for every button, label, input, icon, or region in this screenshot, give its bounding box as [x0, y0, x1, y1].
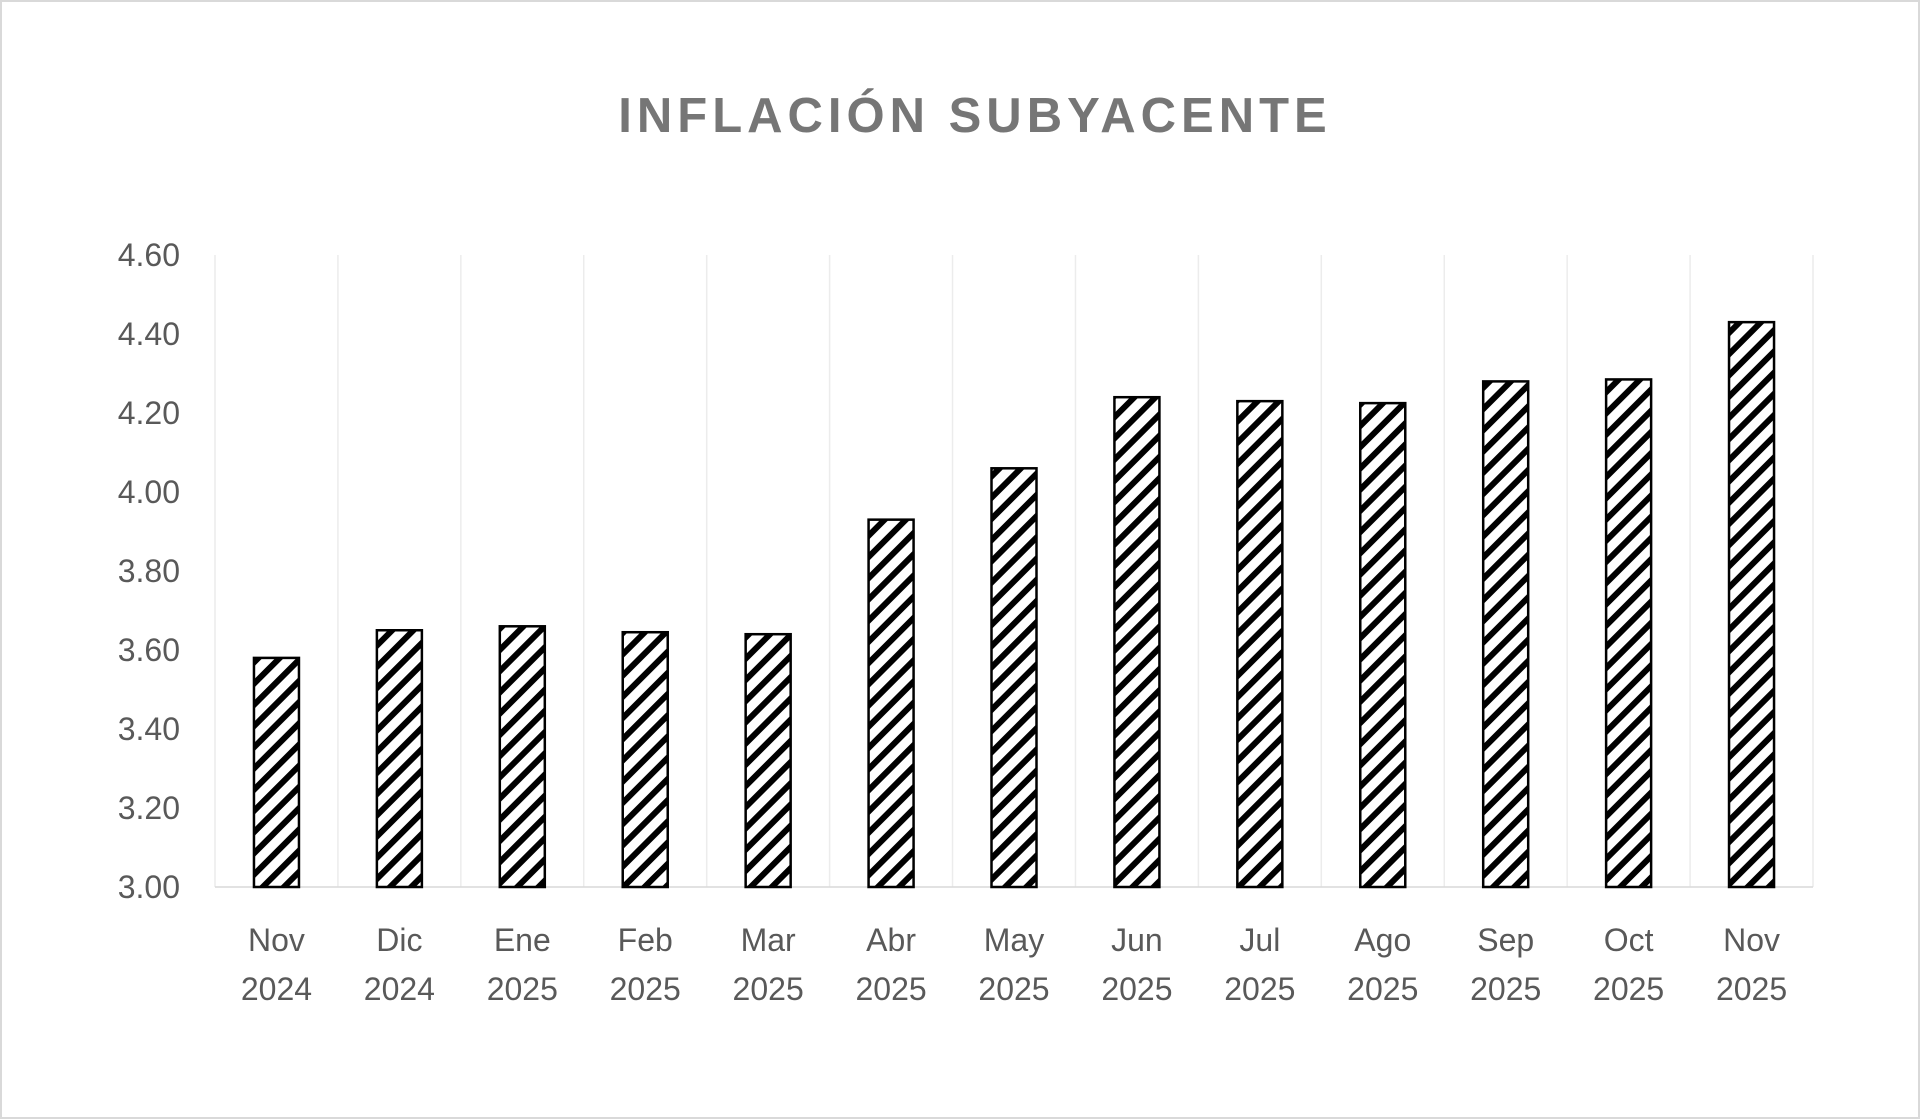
y-tick-label: 3.60 — [118, 632, 180, 668]
y-tick-label: 4.00 — [118, 474, 180, 510]
bar-mar-2025 — [744, 632, 792, 889]
x-tick-month: Ene — [494, 922, 551, 958]
x-tick-month: Feb — [618, 922, 673, 958]
bar-feb-2025 — [621, 630, 669, 889]
x-tick-month: Dic — [376, 922, 422, 958]
x-tick-year: 2024 — [241, 971, 312, 1007]
x-tick-year: 2025 — [733, 971, 804, 1007]
x-axis-ticks: Nov 2024 Dic 2024 Ene 2025 Feb 2025 Mar 2025 Abr 20… — [241, 922, 1787, 1007]
x-tick-year: 2025 — [1224, 971, 1295, 1007]
x-tick-year: 2024 — [364, 971, 435, 1007]
bars — [252, 320, 1776, 889]
x-tick-month: Nov — [248, 922, 305, 958]
bar-ago-2025 — [1359, 401, 1407, 889]
bar-nov-2025 — [1727, 320, 1776, 889]
bar-jul-2025 — [1236, 399, 1284, 889]
y-axis-ticks: 3.00 3.20 3.40 3.60 3.80 4.00 4.20 4.40 4.60 — [118, 237, 180, 905]
x-tick-year: 2025 — [1593, 971, 1664, 1007]
gridlines — [214, 255, 1814, 888]
x-tick-month: May — [984, 922, 1044, 958]
x-tick-year: 2025 — [610, 971, 681, 1007]
bar-ene-2025 — [498, 625, 547, 889]
bar-sep-2025 — [1481, 380, 1530, 889]
y-tick-label: 3.20 — [118, 790, 180, 826]
x-tick-year: 2025 — [487, 971, 558, 1007]
y-tick-label: 4.20 — [118, 395, 180, 431]
bar-abr-2025 — [867, 518, 915, 889]
x-tick-month: Jul — [1239, 922, 1280, 958]
x-tick-year: 2025 — [855, 971, 926, 1007]
x-tick-month: Jun — [1111, 922, 1163, 958]
x-tick-month: Mar — [741, 922, 796, 958]
x-tick-month: Sep — [1477, 922, 1534, 958]
y-tick-label: 3.80 — [118, 553, 180, 589]
y-tick-label: 3.00 — [118, 869, 180, 905]
y-tick-label: 4.40 — [118, 316, 180, 352]
bar-dic-2024 — [375, 629, 424, 889]
x-tick-month: Ago — [1354, 922, 1411, 958]
chart-title: INFLACIÓN SUBYACENTE — [618, 88, 1331, 143]
x-tick-year: 2025 — [1347, 971, 1418, 1007]
x-tick-year: 2025 — [1470, 971, 1541, 1007]
x-tick-month: Oct — [1604, 922, 1654, 958]
bar-oct-2025 — [1604, 378, 1653, 889]
bar-nov-2024 — [252, 656, 301, 889]
y-tick-label: 4.60 — [118, 237, 180, 273]
bar-may-2025 — [990, 467, 1038, 889]
x-tick-year: 2025 — [1101, 971, 1172, 1007]
x-tick-year: 2025 — [978, 971, 1049, 1007]
x-tick-month: Abr — [866, 922, 916, 958]
y-tick-label: 3.40 — [118, 711, 180, 747]
bar-jun-2025 — [1113, 395, 1161, 889]
x-tick-month: Nov — [1723, 922, 1780, 958]
x-tick-year: 2025 — [1716, 971, 1787, 1007]
